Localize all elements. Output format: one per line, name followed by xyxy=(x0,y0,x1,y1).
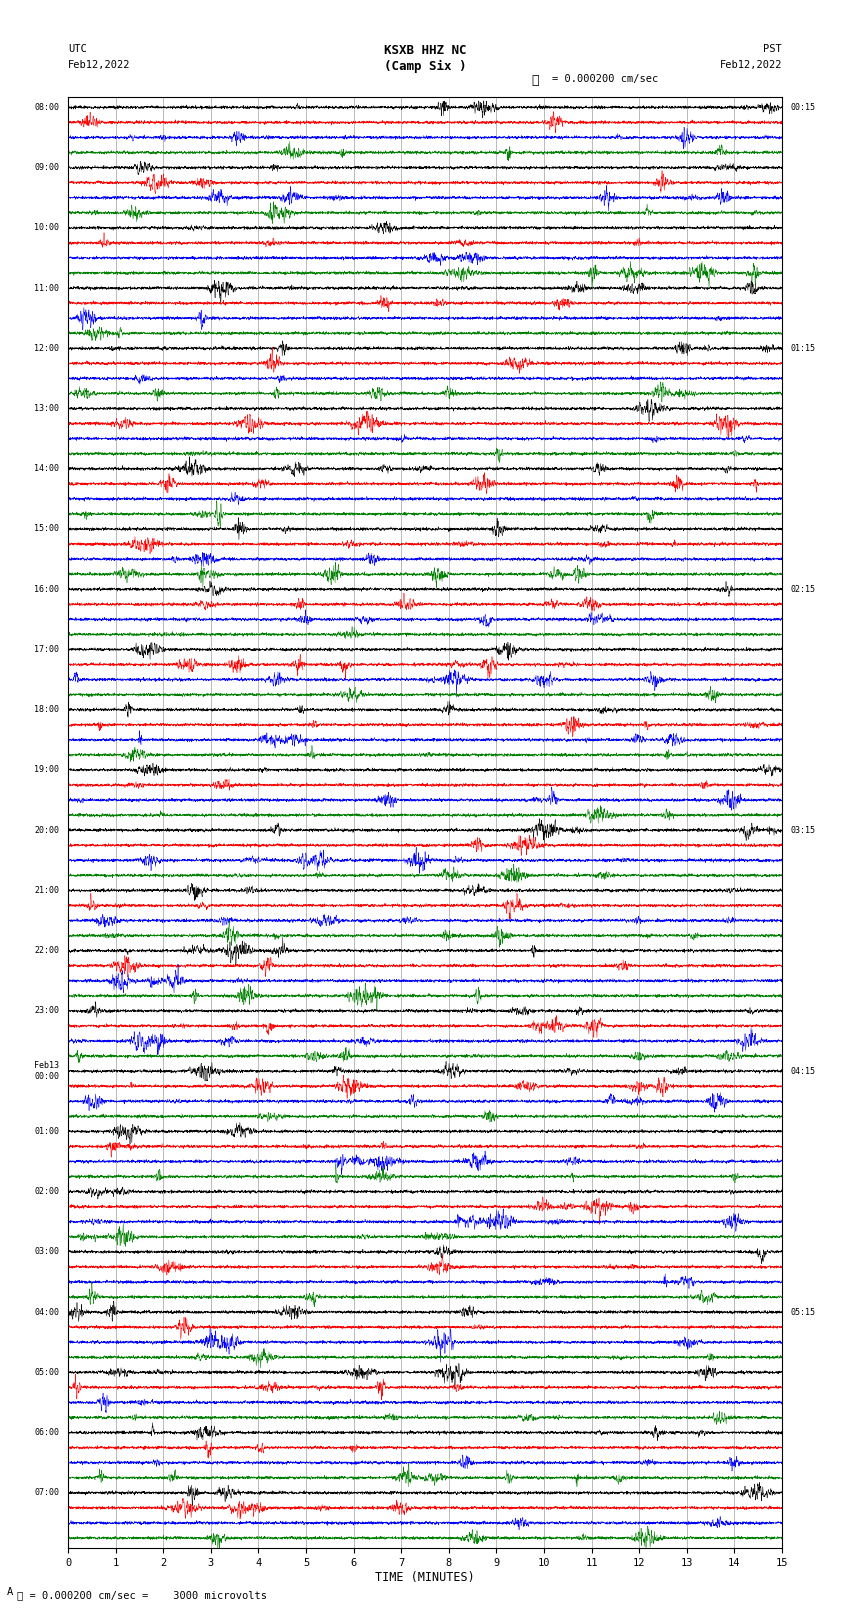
Text: 22:00: 22:00 xyxy=(35,947,60,955)
Text: (Camp Six ): (Camp Six ) xyxy=(383,60,467,73)
Text: 02:00: 02:00 xyxy=(35,1187,60,1197)
Text: 01:00: 01:00 xyxy=(35,1127,60,1136)
Text: 21:00: 21:00 xyxy=(35,886,60,895)
Text: A: A xyxy=(7,1587,13,1597)
Text: 04:15: 04:15 xyxy=(790,1066,815,1076)
Text: 17:00: 17:00 xyxy=(35,645,60,653)
Text: Feb12,2022: Feb12,2022 xyxy=(68,60,131,69)
Text: 13:00: 13:00 xyxy=(35,403,60,413)
Text: Feb12,2022: Feb12,2022 xyxy=(719,60,782,69)
Text: 07:00: 07:00 xyxy=(35,1489,60,1497)
Text: 20:00: 20:00 xyxy=(35,826,60,834)
Text: 23:00: 23:00 xyxy=(35,1007,60,1015)
Text: ⎸ = 0.000200 cm/sec =    3000 microvolts: ⎸ = 0.000200 cm/sec = 3000 microvolts xyxy=(17,1590,267,1600)
Text: 06:00: 06:00 xyxy=(35,1428,60,1437)
Text: 04:00: 04:00 xyxy=(35,1308,60,1316)
Text: PST: PST xyxy=(763,44,782,53)
Text: 11:00: 11:00 xyxy=(35,284,60,292)
Text: 05:00: 05:00 xyxy=(35,1368,60,1378)
Text: 03:15: 03:15 xyxy=(790,826,815,834)
Text: KSXB HHZ NC: KSXB HHZ NC xyxy=(383,44,467,56)
Text: 12:00: 12:00 xyxy=(35,344,60,353)
Text: 10:00: 10:00 xyxy=(35,223,60,232)
Text: Feb13
00:00: Feb13 00:00 xyxy=(35,1061,60,1081)
Text: 01:15: 01:15 xyxy=(790,344,815,353)
Text: 18:00: 18:00 xyxy=(35,705,60,715)
Text: 08:00: 08:00 xyxy=(35,103,60,111)
X-axis label: TIME (MINUTES): TIME (MINUTES) xyxy=(375,1571,475,1584)
Text: 02:15: 02:15 xyxy=(790,586,815,594)
Text: 16:00: 16:00 xyxy=(35,586,60,594)
Text: 15:00: 15:00 xyxy=(35,524,60,534)
Text: = 0.000200 cm/sec: = 0.000200 cm/sec xyxy=(552,74,659,84)
Text: 09:00: 09:00 xyxy=(35,163,60,173)
Text: 14:00: 14:00 xyxy=(35,465,60,473)
Text: 00:15: 00:15 xyxy=(790,103,815,111)
Text: 03:00: 03:00 xyxy=(35,1247,60,1257)
Text: ⎸: ⎸ xyxy=(532,74,539,87)
Text: 19:00: 19:00 xyxy=(35,766,60,774)
Text: 05:15: 05:15 xyxy=(790,1308,815,1316)
Text: UTC: UTC xyxy=(68,44,87,53)
